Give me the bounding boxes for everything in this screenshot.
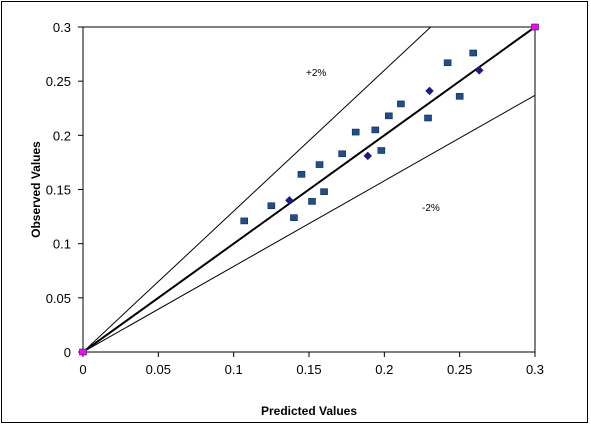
y-axis-ticks: 0 0.05 0.1 0.15 0.2 0.25 0.3 — [46, 20, 83, 360]
y-tick-label: 0.25 — [46, 74, 71, 89]
annotations: +2% -2% — [306, 68, 440, 214]
y-tick-label: 0.2 — [53, 128, 71, 143]
reference-line-2 — [83, 94, 535, 352]
data-point-diamond — [363, 151, 373, 161]
y-axis-title: Observed Values — [29, 141, 43, 238]
annotation-label: +2% — [306, 68, 326, 79]
data-point-square — [531, 23, 539, 31]
data-point-square — [469, 49, 478, 57]
x-tick-label: 0.25 — [447, 362, 472, 377]
data-point-diamond — [425, 86, 434, 96]
data-point-square — [297, 171, 306, 178]
x-tick-label: 0.3 — [526, 362, 544, 377]
data-point-square — [455, 93, 464, 100]
x-tick-label: 0 — [79, 362, 86, 377]
x-tick-label: 0.05 — [146, 362, 171, 377]
data-point-diamond — [474, 65, 484, 75]
x-axis-ticks: 0 0.05 0.1 0.15 0.2 0.25 0.3 — [79, 352, 544, 377]
reference-line-1 — [83, 27, 432, 352]
y-tick-label: 0.1 — [53, 237, 71, 252]
data-point-square — [351, 128, 360, 136]
data-point-square — [290, 214, 298, 221]
x-tick-label: 0.2 — [375, 362, 393, 377]
data-point-square — [397, 100, 405, 108]
data-point-square — [338, 150, 346, 158]
data-point-square — [385, 112, 393, 120]
data-point-square — [443, 59, 452, 67]
x-tick-label: 0.15 — [296, 362, 321, 377]
y-tick-label: 0.15 — [46, 183, 71, 198]
annotation-label: -2% — [422, 203, 440, 214]
data-point-square — [79, 348, 87, 356]
data-point-square — [308, 198, 316, 205]
reference-line-0 — [83, 27, 535, 352]
data-point-square — [240, 217, 249, 225]
data-point-square — [315, 161, 324, 168]
data-point-square — [320, 188, 328, 195]
data-point-square — [267, 202, 276, 210]
data-point-square — [424, 114, 432, 122]
y-tick-label: 0.3 — [53, 20, 71, 35]
data-point-square — [377, 147, 386, 154]
data-point-diamond — [285, 195, 294, 205]
reference-lines — [83, 27, 535, 352]
y-tick-label: 0 — [64, 345, 71, 360]
y-tick-label: 0.05 — [46, 291, 71, 306]
data-points — [79, 23, 539, 356]
data-point-square — [371, 126, 380, 134]
x-tick-label: 0.1 — [225, 362, 243, 377]
x-axis-title: Predicted Values — [261, 404, 357, 418]
